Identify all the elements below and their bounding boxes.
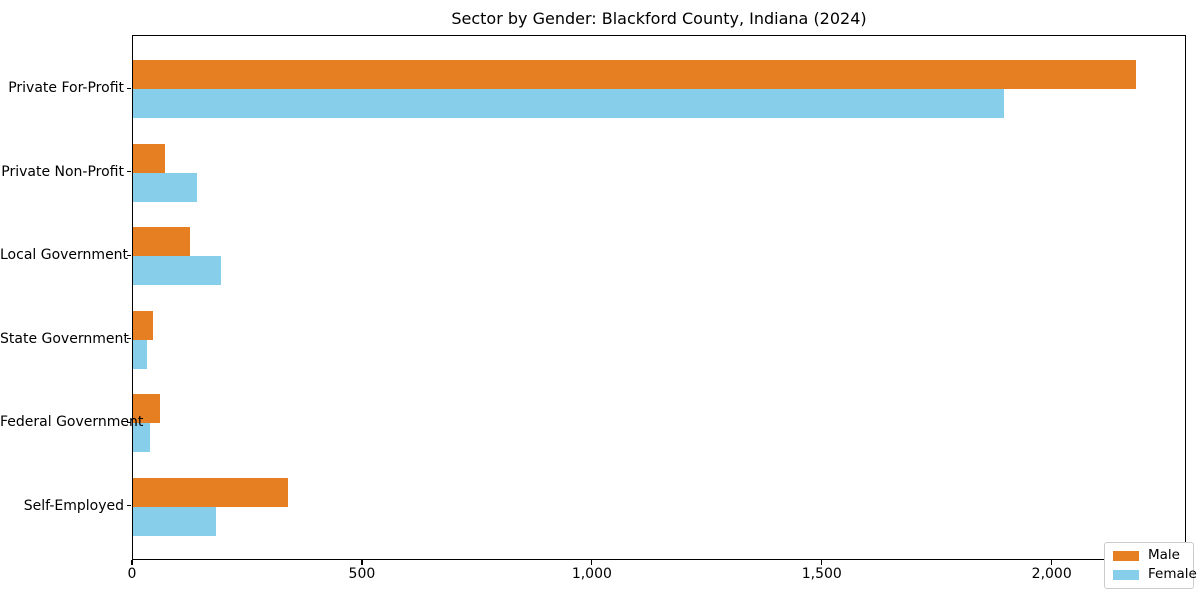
bar-female xyxy=(133,172,198,202)
bar-male xyxy=(133,310,154,340)
y-axis-label: Local Government xyxy=(0,247,129,264)
y-tick-mark xyxy=(126,338,131,340)
x-tick-mark xyxy=(821,560,823,565)
bar-male xyxy=(133,394,161,424)
bar-male xyxy=(133,227,191,257)
legend: Male Female xyxy=(1104,542,1197,589)
y-tick-mark xyxy=(126,171,131,173)
x-tick-mark xyxy=(131,560,133,565)
x-axis-tick-label: 1,000 xyxy=(571,566,612,582)
x-axis-tick-label: 500 xyxy=(348,566,376,582)
bar-female xyxy=(133,506,216,536)
y-tick-mark xyxy=(126,505,131,507)
x-tick-mark xyxy=(361,560,363,565)
legend-item-female: Female xyxy=(1113,567,1197,582)
x-axis-tick-label: 1,500 xyxy=(801,566,842,582)
y-axis-label: Self-Employed xyxy=(23,497,124,514)
legend-label-female: Female xyxy=(1148,566,1197,582)
plot-area xyxy=(132,35,1186,560)
x-tick-mark xyxy=(1051,560,1053,565)
x-tick-mark xyxy=(591,560,593,565)
legend-swatch-female xyxy=(1113,569,1139,580)
y-tick-mark xyxy=(126,87,131,89)
legend-item-male: Male xyxy=(1113,548,1185,563)
y-tick-mark xyxy=(126,421,131,423)
bar-male xyxy=(133,143,165,173)
x-axis-tick-label: 2,000 xyxy=(1031,566,1072,582)
bar-male xyxy=(133,477,288,507)
bar-female xyxy=(133,89,1004,119)
bar-male xyxy=(133,60,1137,90)
y-axis-label: Private Non-Profit xyxy=(1,163,124,180)
bar-female xyxy=(133,256,221,286)
legend-label-male: Male xyxy=(1148,547,1180,563)
y-axis-label: State Government xyxy=(0,330,129,347)
y-tick-mark xyxy=(126,254,131,256)
x-axis-tick-label: 0 xyxy=(127,566,137,582)
bar-female xyxy=(133,423,150,453)
chart-title: Sector by Gender: Blackford County, Indi… xyxy=(451,9,867,28)
bar-female xyxy=(133,339,148,369)
y-axis-label: Private For-Profit xyxy=(8,80,124,97)
y-axis-label: Federal Government xyxy=(0,414,144,431)
legend-swatch-male xyxy=(1113,550,1139,561)
